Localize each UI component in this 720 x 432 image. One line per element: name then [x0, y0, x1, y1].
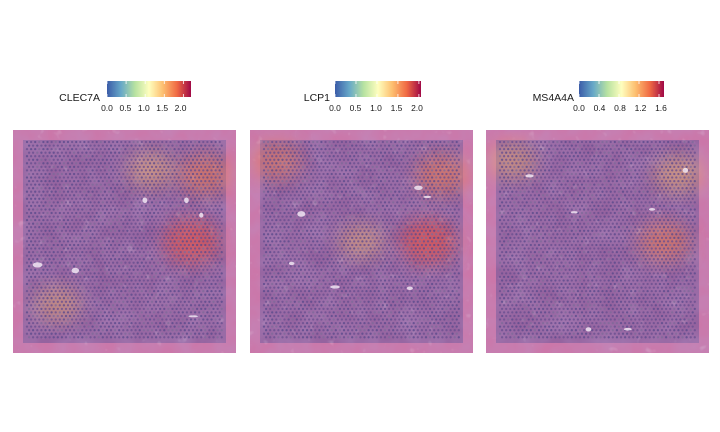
colorbar-lcp1 — [335, 81, 421, 97]
tissue-artifact-ms4a4a-3 — [585, 327, 592, 332]
tissue-artifact-clec7a-1 — [142, 197, 148, 204]
tissue-artifact-clec7a-0 — [199, 212, 204, 218]
legend-tick-lcp1-3: 1.5 — [391, 103, 403, 113]
tissue-artifact-ms4a4a-0 — [648, 208, 656, 211]
legend-tick-clec7a-4: 2.0 — [175, 103, 187, 113]
legend-tick-ms4a4a-0: 0.0 — [573, 103, 585, 113]
tissue-artifact-lcp1-3 — [288, 261, 295, 266]
spot-grid-clec7a — [25, 140, 223, 339]
tissue-artifact-clec7a-3 — [188, 315, 199, 318]
legend-lcp1: LCP1 0.0 0.5 1.0 1.5 2.0 — [304, 92, 423, 113]
tissue-artifact-lcp1-0 — [423, 195, 432, 199]
spot-grid-lcp1 — [262, 140, 460, 339]
legend-tick-ms4a4a-4: 1.6 — [655, 103, 667, 113]
legend-tick-lcp1-4: 2.0 — [411, 103, 423, 113]
legend-tick-lcp1-1: 0.5 — [350, 103, 362, 113]
legend-title-lcp1: LCP1 — [304, 92, 330, 104]
legend-tick-ms4a4a-1: 0.4 — [594, 103, 606, 113]
legend-title-clec7a: CLEC7A — [59, 92, 100, 104]
legend-title-ms4a4a: MS4A4A — [533, 92, 574, 104]
tissue-artifact-ms4a4a-1 — [682, 167, 689, 173]
legend-clec7a: CLEC7A 0.0 0.5 1.0 1.5 2.0 — [59, 92, 187, 113]
spatial-panel-clec7a — [13, 130, 236, 353]
legend-tick-lcp1-2: 1.0 — [370, 103, 382, 113]
tissue-artifact-ms4a4a-5 — [623, 327, 632, 331]
tissue-artifact-ms4a4a-2 — [525, 174, 534, 178]
tissue-artifact-ms4a4a-4 — [570, 211, 578, 214]
spatial-panel-ms4a4a — [486, 130, 709, 353]
spatial-panel-lcp1 — [250, 130, 473, 353]
spot-grid-ms4a4a — [498, 140, 696, 339]
legend-tick-clec7a-3: 1.5 — [156, 103, 168, 113]
legend-tick-clec7a-2: 1.0 — [138, 103, 150, 113]
legend-tick-lcp1-0: 0.0 — [329, 103, 341, 113]
colorbar-clec7a — [107, 81, 191, 97]
legend-tick-ms4a4a-2: 0.8 — [614, 103, 626, 113]
tissue-artifact-lcp1-4 — [297, 211, 306, 217]
colorbar-ms4a4a — [579, 81, 664, 97]
tissue-artifact-lcp1-1 — [330, 285, 340, 289]
legend-tick-clec7a-1: 0.5 — [119, 103, 131, 113]
tissue-artifact-clec7a-4 — [71, 267, 80, 274]
legend-ms4a4a: MS4A4A 0.0 0.4 0.8 1.2 1.6 — [533, 92, 668, 113]
legend-tick-clec7a-0: 0.0 — [101, 103, 113, 113]
tissue-artifact-clec7a-2 — [184, 197, 189, 204]
tissue-artifact-lcp1-5 — [414, 185, 423, 191]
tissue-artifact-lcp1-2 — [406, 286, 413, 291]
tissue-artifact-clec7a-5 — [32, 262, 43, 268]
legend-tick-ms4a4a-3: 1.2 — [635, 103, 647, 113]
